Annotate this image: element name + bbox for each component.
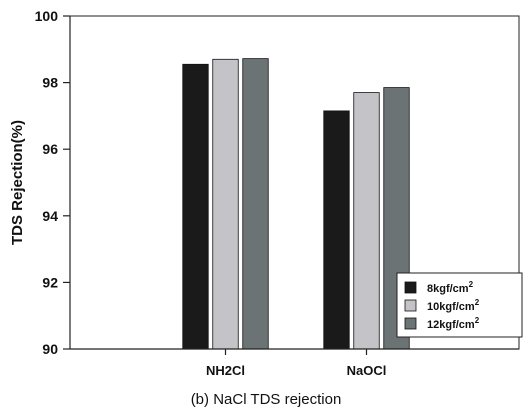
legend-swatch xyxy=(404,299,417,312)
figure-caption: (b) NaCl TDS rejection xyxy=(191,391,342,408)
legend-label-superscript: 2 xyxy=(475,316,480,325)
legend-box xyxy=(396,272,523,338)
bar-naocl-series-2 xyxy=(353,92,380,350)
bar-nh2cl-series-3 xyxy=(242,58,269,350)
legend-label: 10kgf/cm2 xyxy=(427,298,480,313)
y-tick-label: 100 xyxy=(35,8,59,24)
legend-label-text: 8kgf/cm xyxy=(427,283,469,295)
y-tick-label: 96 xyxy=(42,141,58,157)
y-tick-label: 90 xyxy=(42,341,58,357)
axes: 90 92 94 96 98 100 NH2Cl NaOCl xyxy=(35,8,519,378)
legend-label: 8kgf/cm2 xyxy=(427,280,474,295)
y-axis-title: TDS Rejection(%) xyxy=(9,120,26,245)
legend-label-text: 10kgf/cm xyxy=(427,301,475,313)
legend-label-text: 12kgf/cm xyxy=(427,319,475,331)
legend-label-superscript: 2 xyxy=(475,298,480,307)
bar-naocl-series-1 xyxy=(323,110,350,350)
bar-nh2cl-series-2 xyxy=(212,58,239,350)
bars xyxy=(182,58,410,350)
bar-nh2cl-series-1 xyxy=(182,63,209,350)
x-category-label: NH2Cl xyxy=(206,363,245,378)
x-category-label: NaOCl xyxy=(347,363,387,378)
legend-swatch xyxy=(404,317,417,330)
legend-swatch xyxy=(404,281,417,294)
legend-label-superscript: 2 xyxy=(469,280,474,289)
y-tick-label: 92 xyxy=(42,274,58,290)
y-tick-label: 94 xyxy=(42,208,58,224)
y-tick-label: 98 xyxy=(42,75,58,91)
legend-label: 12kgf/cm2 xyxy=(427,316,480,331)
